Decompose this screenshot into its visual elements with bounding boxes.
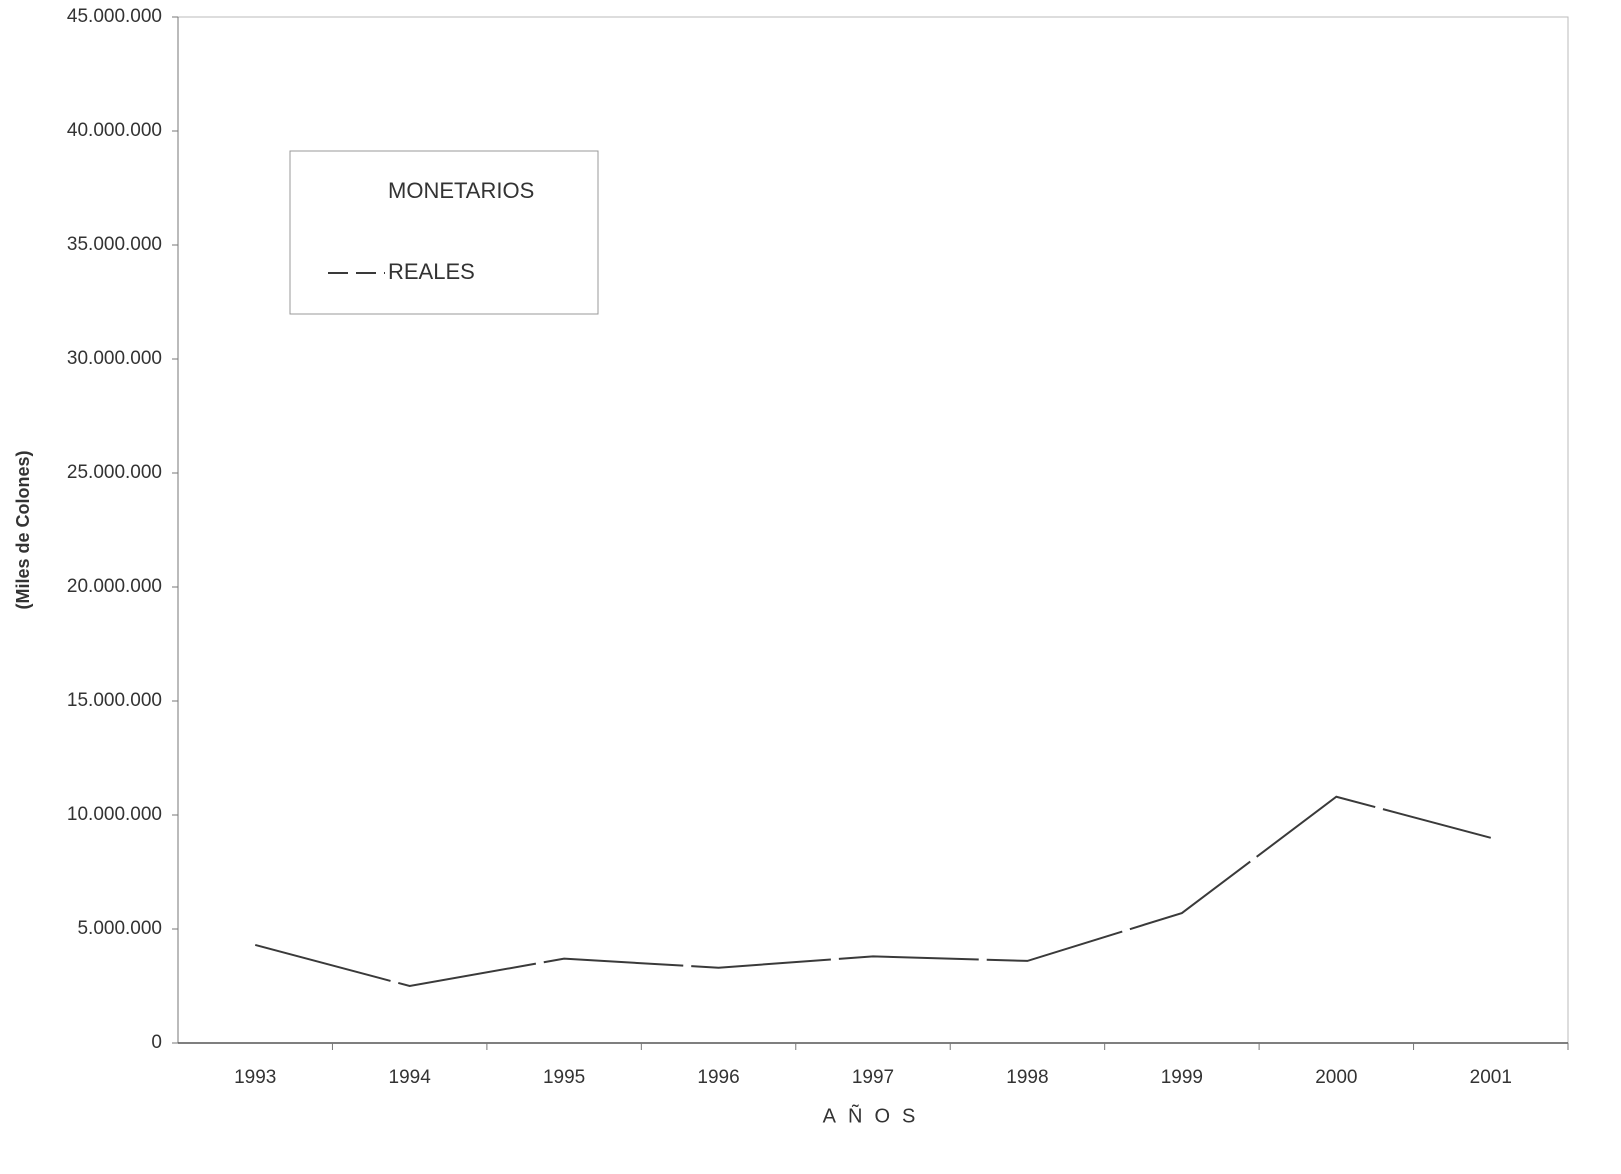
y-tick-label: 35.000.000 (67, 234, 162, 255)
y-tick-label: 10.000.000 (67, 804, 162, 825)
y-tick-label: 15.000.000 (67, 690, 162, 711)
x-tick-label: 1998 (1006, 1067, 1048, 1088)
y-tick-label: 40.000.000 (67, 120, 162, 141)
y-tick-label: 45.000.000 (67, 6, 162, 27)
x-tick-label: 1999 (1161, 1067, 1203, 1088)
y-tick-label: 25.000.000 (67, 462, 162, 483)
legend-label: MONETARIOS (388, 178, 534, 203)
y-tick-label: 30.000.000 (67, 348, 162, 369)
x-tick-label: 1996 (697, 1067, 739, 1088)
x-tick-label: 2000 (1315, 1067, 1357, 1088)
legend-label: REALES (388, 259, 475, 284)
y-tick-label: 0 (151, 1032, 162, 1053)
series-line (254, 795, 1492, 988)
y-axis-label: (Miles de Colones) (13, 450, 33, 609)
x-tick-label: 1997 (852, 1067, 894, 1088)
y-tick-label: 5.000.000 (77, 918, 162, 939)
legend-box (289, 150, 599, 315)
x-tick-label: 2001 (1470, 1067, 1512, 1088)
x-axis-label: AÑOS (823, 1103, 928, 1127)
x-tick-label: 1995 (543, 1067, 585, 1088)
x-tick-label: 1994 (389, 1067, 432, 1088)
x-tick-label: 1993 (234, 1067, 276, 1088)
y-tick-label: 20.000.000 (67, 576, 162, 597)
